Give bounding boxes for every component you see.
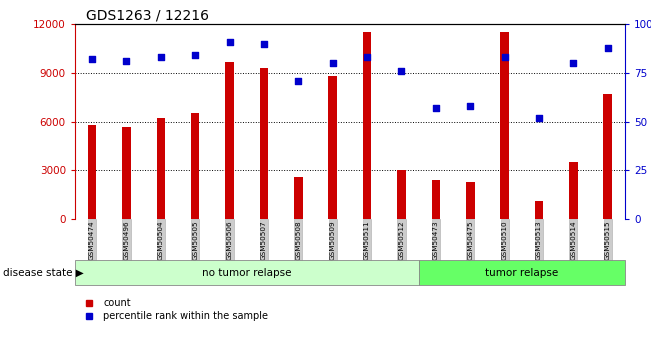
Bar	[75, 260, 419, 285]
Point	[396, 68, 407, 74]
Point	[190, 52, 201, 58]
Text: tumor relapse: tumor relapse	[485, 268, 559, 277]
Point	[465, 103, 475, 109]
Bar	[191, 114, 199, 219]
Point	[431, 105, 441, 111]
Text: GDS1263 / 12216: GDS1263 / 12216	[86, 9, 209, 23]
Point	[87, 57, 97, 62]
Text: GSM50515: GSM50515	[605, 220, 611, 259]
Point	[225, 39, 235, 45]
Bar	[466, 182, 475, 219]
Text: GSM50507: GSM50507	[261, 220, 267, 259]
Text: GSM50504: GSM50504	[158, 220, 164, 259]
Point	[121, 58, 132, 64]
Bar	[603, 94, 612, 219]
Text: GSM50511: GSM50511	[364, 220, 370, 259]
Point	[156, 55, 166, 60]
Point	[327, 60, 338, 66]
Bar	[294, 177, 303, 219]
Text: GSM50510: GSM50510	[502, 220, 508, 259]
Point	[534, 115, 544, 120]
Point	[293, 78, 303, 83]
Point	[603, 45, 613, 50]
Bar	[534, 201, 544, 219]
Bar	[122, 127, 131, 219]
Text: disease state ▶: disease state ▶	[3, 268, 84, 277]
Text: GSM50508: GSM50508	[296, 220, 301, 259]
Text: GSM50509: GSM50509	[329, 220, 336, 259]
Text: GSM50474: GSM50474	[89, 220, 95, 259]
Text: GSM50513: GSM50513	[536, 220, 542, 259]
Text: GSM50512: GSM50512	[398, 220, 404, 259]
Text: GSM50506: GSM50506	[227, 220, 232, 259]
Bar	[419, 260, 625, 285]
Bar	[363, 32, 372, 219]
Bar	[328, 76, 337, 219]
Legend: count, percentile rank within the sample: count, percentile rank within the sample	[79, 298, 268, 321]
Bar	[569, 162, 577, 219]
Bar	[260, 68, 268, 219]
Bar	[156, 118, 165, 219]
Bar	[225, 61, 234, 219]
Text: no tumor relapse: no tumor relapse	[202, 268, 292, 277]
Text: GSM50505: GSM50505	[192, 220, 198, 259]
Text: GSM50475: GSM50475	[467, 220, 473, 259]
Text: GSM50514: GSM50514	[570, 220, 576, 259]
Point	[499, 55, 510, 60]
Bar	[432, 180, 440, 219]
Point	[568, 60, 579, 66]
Text: GSM50473: GSM50473	[433, 220, 439, 259]
Bar	[397, 170, 406, 219]
Bar	[88, 125, 96, 219]
Point	[362, 55, 372, 60]
Point	[258, 41, 269, 47]
Text: GSM50496: GSM50496	[124, 220, 130, 259]
Bar	[501, 32, 509, 219]
